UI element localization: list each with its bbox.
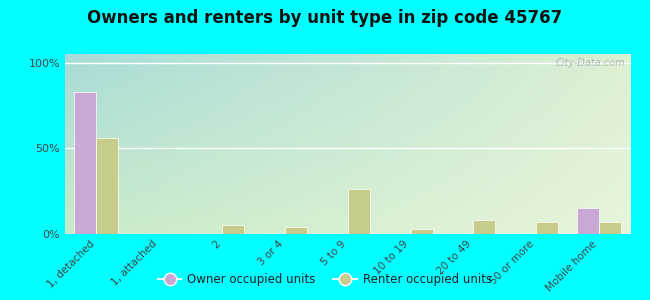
Bar: [599, 222, 621, 234]
Bar: [222, 225, 244, 234]
Bar: [536, 222, 558, 234]
Bar: [74, 92, 96, 234]
Bar: [96, 138, 118, 234]
Bar: [411, 229, 432, 234]
Bar: [473, 220, 495, 234]
Bar: [348, 189, 370, 234]
Text: City-Data.com: City-Data.com: [555, 58, 625, 68]
Bar: [285, 227, 307, 234]
Text: Owners and renters by unit type in zip code 45767: Owners and renters by unit type in zip c…: [87, 9, 563, 27]
Legend: Owner occupied units, Renter occupied units: Owner occupied units, Renter occupied un…: [153, 269, 497, 291]
Bar: [577, 208, 599, 234]
